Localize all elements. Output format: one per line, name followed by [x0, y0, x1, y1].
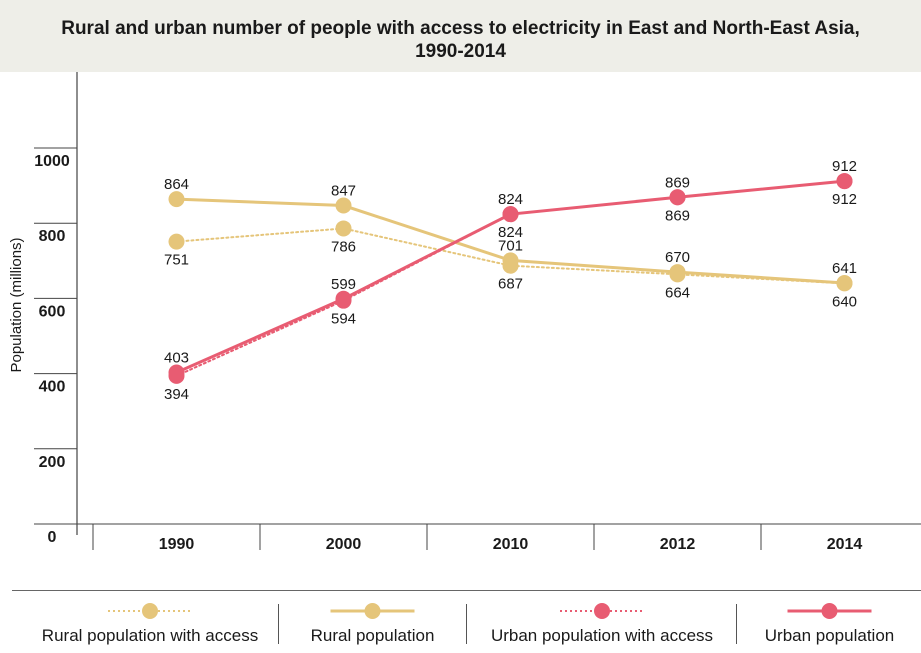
title-band: [0, 0, 921, 72]
legend-item-rural-population-with-access: Rural population with access: [20, 601, 280, 653]
data-label-rural-population-1990: 864: [164, 176, 189, 193]
point-rural-population-1990: [168, 191, 185, 208]
legend-marker: [364, 603, 381, 619]
legend-item-rural-population: Rural population: [280, 601, 465, 653]
legend-swatch: [787, 603, 872, 619]
point-urban-population-2000: [335, 290, 352, 307]
y-tick-label-1000: 1000: [34, 153, 70, 170]
legend-separator: [278, 604, 279, 644]
chart-title-line-1: Rural and urban number of people with ac…: [61, 18, 860, 39]
x-tick-label-1990: 1990: [159, 536, 195, 553]
legend-label: Rural population with access: [41, 626, 259, 645]
legend-label: Rural population: [310, 626, 435, 645]
legend-item-urban-population-with-access: Urban population with access: [468, 601, 736, 653]
series-line-rural-population-with-access: [175, 227, 846, 285]
x-tick-label-2010: 2010: [493, 536, 529, 553]
point-urban-population-2012: [669, 189, 686, 206]
legend-swatch: [560, 603, 644, 619]
legend-marker: [142, 603, 158, 619]
data-label-rural-population-with-access-2014: 640: [832, 293, 857, 310]
point-rural-population-2000: [335, 197, 352, 214]
legend-marker: [821, 603, 838, 619]
data-label-urban-population-2014: 912: [832, 158, 857, 175]
data-label-urban-population-with-access-2000: 594: [331, 311, 356, 328]
data-label-rural-population-with-access-2010: 687: [498, 276, 523, 293]
point-urban-population-2014: [836, 173, 853, 190]
point-rural-population-with-access-2000: [335, 220, 352, 237]
legend-swatch: [330, 603, 415, 619]
point-rural-population-2010: [502, 252, 519, 269]
point-urban-population-1990: [168, 364, 185, 381]
y-tick-label-200: 200: [39, 454, 66, 471]
point-rural-population-2012: [669, 264, 686, 281]
x-tick-label-2000: 2000: [326, 536, 362, 553]
data-label-urban-population-with-access-2014: 912: [832, 191, 857, 208]
x-tick-label-2012: 2012: [660, 536, 696, 553]
data-label-rural-population-with-access-2012: 664: [665, 284, 690, 301]
data-label-rural-population-2014: 641: [832, 260, 857, 277]
legend-item-urban-population: Urban population: [738, 601, 921, 653]
y-tick-label-0: 0: [48, 529, 57, 546]
data-label-rural-population-with-access-2000: 786: [331, 238, 356, 255]
data-label-urban-population-2012: 869: [665, 174, 690, 191]
legend-marker: [594, 603, 610, 619]
legend-swatch: [108, 603, 192, 619]
y-tick-label-600: 600: [39, 303, 66, 320]
data-label-urban-population-2010: 824: [498, 191, 523, 208]
data-label-rural-population-2012: 670: [665, 249, 690, 266]
data-label-urban-population-1990: 403: [164, 349, 189, 366]
data-label-urban-population-with-access-2010: 824: [498, 224, 523, 241]
y-axis-title: Population (millions): [8, 237, 25, 372]
legend-label: Urban population with access: [490, 626, 714, 645]
point-rural-population-2014: [836, 274, 853, 291]
data-label-rural-population-2000: 847: [331, 183, 356, 200]
point-rural-population-with-access-1990: [168, 233, 185, 250]
x-tick-label-2014: 2014: [827, 536, 863, 553]
chart-title-line-2: 1990-2014: [415, 41, 506, 62]
legend-label: Urban population: [764, 626, 895, 645]
data-label-urban-population-2000: 599: [331, 276, 356, 293]
y-tick-label-800: 800: [39, 228, 66, 245]
legend-separator: [466, 604, 467, 644]
line-chart: 0 200 400 600 800 1000 Population (millions) 19…: [8, 72, 921, 553]
legend-divider-line: [12, 590, 921, 591]
y-tick-label-400: 400: [39, 379, 66, 396]
data-label-rural-population-with-access-1990: 751: [164, 252, 189, 269]
data-label-urban-population-with-access-2012: 869: [665, 207, 690, 224]
data-label-rural-population-2010: 701: [498, 237, 523, 254]
data-label-urban-population-with-access-1990: 394: [164, 386, 189, 403]
point-urban-population-2010: [502, 206, 519, 223]
legend-separator: [736, 604, 737, 644]
